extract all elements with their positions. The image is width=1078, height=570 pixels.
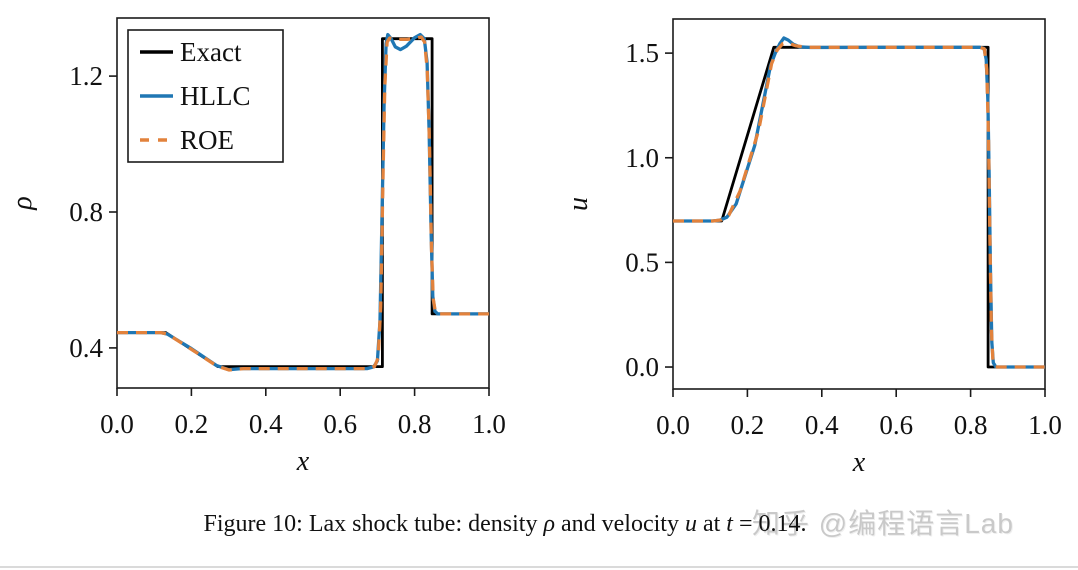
x-tick-label: 0.4 bbox=[805, 410, 839, 440]
y-tick-label: 0.8 bbox=[69, 197, 103, 227]
caption-segment: u bbox=[684, 511, 697, 537]
legend-item-label: HLLC bbox=[180, 81, 251, 111]
caption-segment: = 0.14. bbox=[732, 511, 807, 537]
axes-frame bbox=[116, 17, 490, 389]
x-tick-label: 1.0 bbox=[472, 409, 506, 439]
caption-segment: at bbox=[696, 511, 727, 537]
velocity-plot: 0.0 0.2 0.4 0.6 0.8 1.0 0.0 0.5 1.0 1.5 x u bbox=[563, 18, 1062, 478]
x-tick-label: 0.6 bbox=[323, 409, 357, 439]
y-tick-label: 1.2 bbox=[69, 61, 103, 91]
caption-segment: and velocity bbox=[554, 511, 685, 537]
legend-item-label: Exact bbox=[180, 37, 242, 67]
x-tick-label: 0.8 bbox=[954, 410, 988, 440]
y-tick-label: 1.0 bbox=[625, 143, 659, 173]
x-tick-label: 0.2 bbox=[175, 409, 209, 439]
x-tick-label: 1.0 bbox=[1028, 410, 1062, 440]
density-plot: 0.0 0.2 0.4 0.6 0.8 1.0 0.4 0.8 1.2 x ρ Exact HLLC RO… bbox=[7, 17, 506, 477]
y-axis: 0.0 0.5 1.0 1.5 bbox=[625, 38, 673, 382]
y-axis-label: u bbox=[563, 197, 594, 211]
y-axis-label: ρ bbox=[7, 196, 38, 210]
x-tick-label: 0.6 bbox=[879, 410, 913, 440]
caption-segment: ρ bbox=[543, 511, 555, 537]
y-tick-label: 1.5 bbox=[625, 38, 659, 68]
x-tick-label: 0.4 bbox=[249, 409, 283, 439]
x-axis: 0.0 0.2 0.4 0.6 0.8 1.0 bbox=[100, 388, 506, 439]
x-tick-label: 0.8 bbox=[398, 409, 432, 439]
x-tick-label: 0.0 bbox=[100, 409, 134, 439]
x-tick-label: 0.0 bbox=[656, 410, 690, 440]
caption-segment: Figure 10: Lax shock tube: density bbox=[203, 511, 544, 537]
series-roe bbox=[117, 35, 489, 372]
y-tick-label: 0.5 bbox=[625, 247, 659, 277]
bottom-divider bbox=[0, 566, 1078, 568]
figure-caption: Figure 10: Lax shock tube: density ρ and… bbox=[0, 511, 1010, 538]
legend-item-label: ROE bbox=[180, 125, 234, 155]
x-axis-label: x bbox=[852, 447, 866, 478]
series-roe bbox=[673, 41, 1045, 369]
y-tick-label: 0.4 bbox=[69, 333, 103, 363]
x-axis: 0.0 0.2 0.4 0.6 0.8 1.0 bbox=[656, 389, 1062, 440]
x-tick-label: 0.2 bbox=[731, 410, 765, 440]
axes-frame bbox=[672, 18, 1046, 390]
x-axis-label: x bbox=[296, 446, 310, 477]
legend: Exact HLLC ROE bbox=[127, 29, 284, 163]
y-axis: 0.4 0.8 1.2 bbox=[69, 61, 117, 363]
caption-segment: t bbox=[726, 511, 733, 537]
zhihu-watermark: 知乎 @编程语言Lab bbox=[752, 508, 1014, 539]
y-tick-label: 0.0 bbox=[625, 352, 659, 382]
